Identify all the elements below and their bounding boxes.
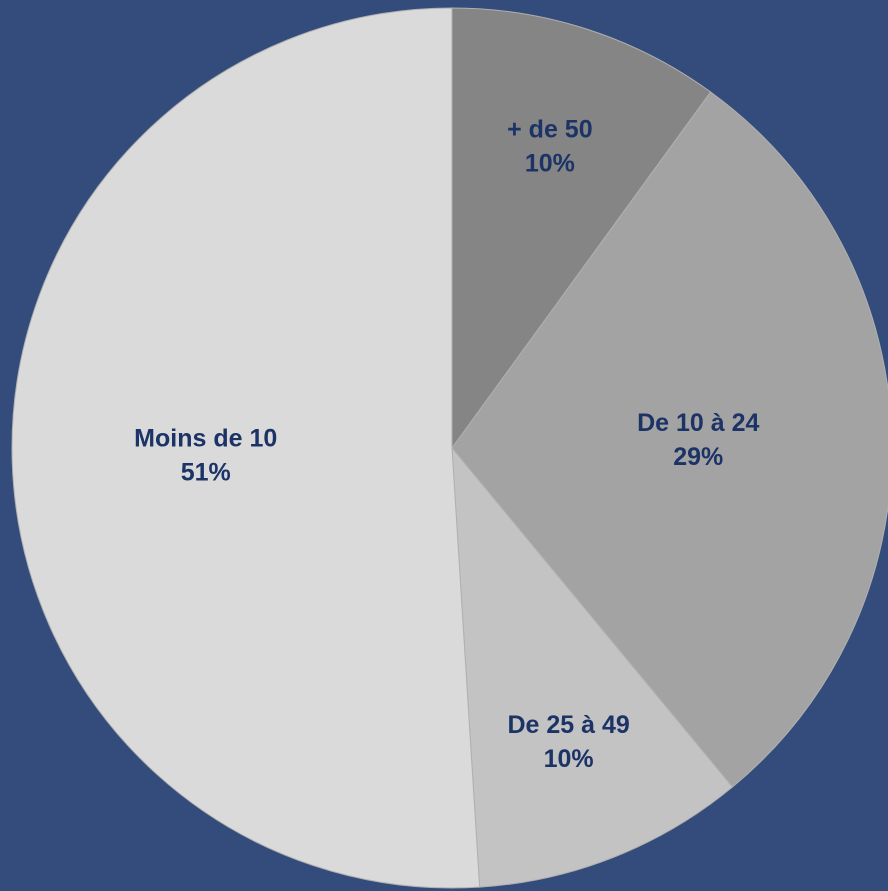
pie-slice bbox=[451, 446, 734, 888]
pie-slice bbox=[451, 91, 888, 788]
slice-label: Moins de 10 bbox=[134, 424, 277, 452]
slice-value-label: 10% bbox=[544, 745, 594, 773]
slice-value-label: 29% bbox=[673, 443, 723, 471]
pie-slice bbox=[11, 7, 481, 889]
slice-label: + de 50 bbox=[507, 115, 592, 143]
slice-label: De 25 à 49 bbox=[507, 711, 629, 739]
pie-slice bbox=[451, 7, 712, 450]
slice-value-label: 10% bbox=[525, 149, 575, 177]
slice-label: De 10 à 24 bbox=[637, 409, 759, 437]
slice-value-label: 51% bbox=[181, 458, 231, 486]
